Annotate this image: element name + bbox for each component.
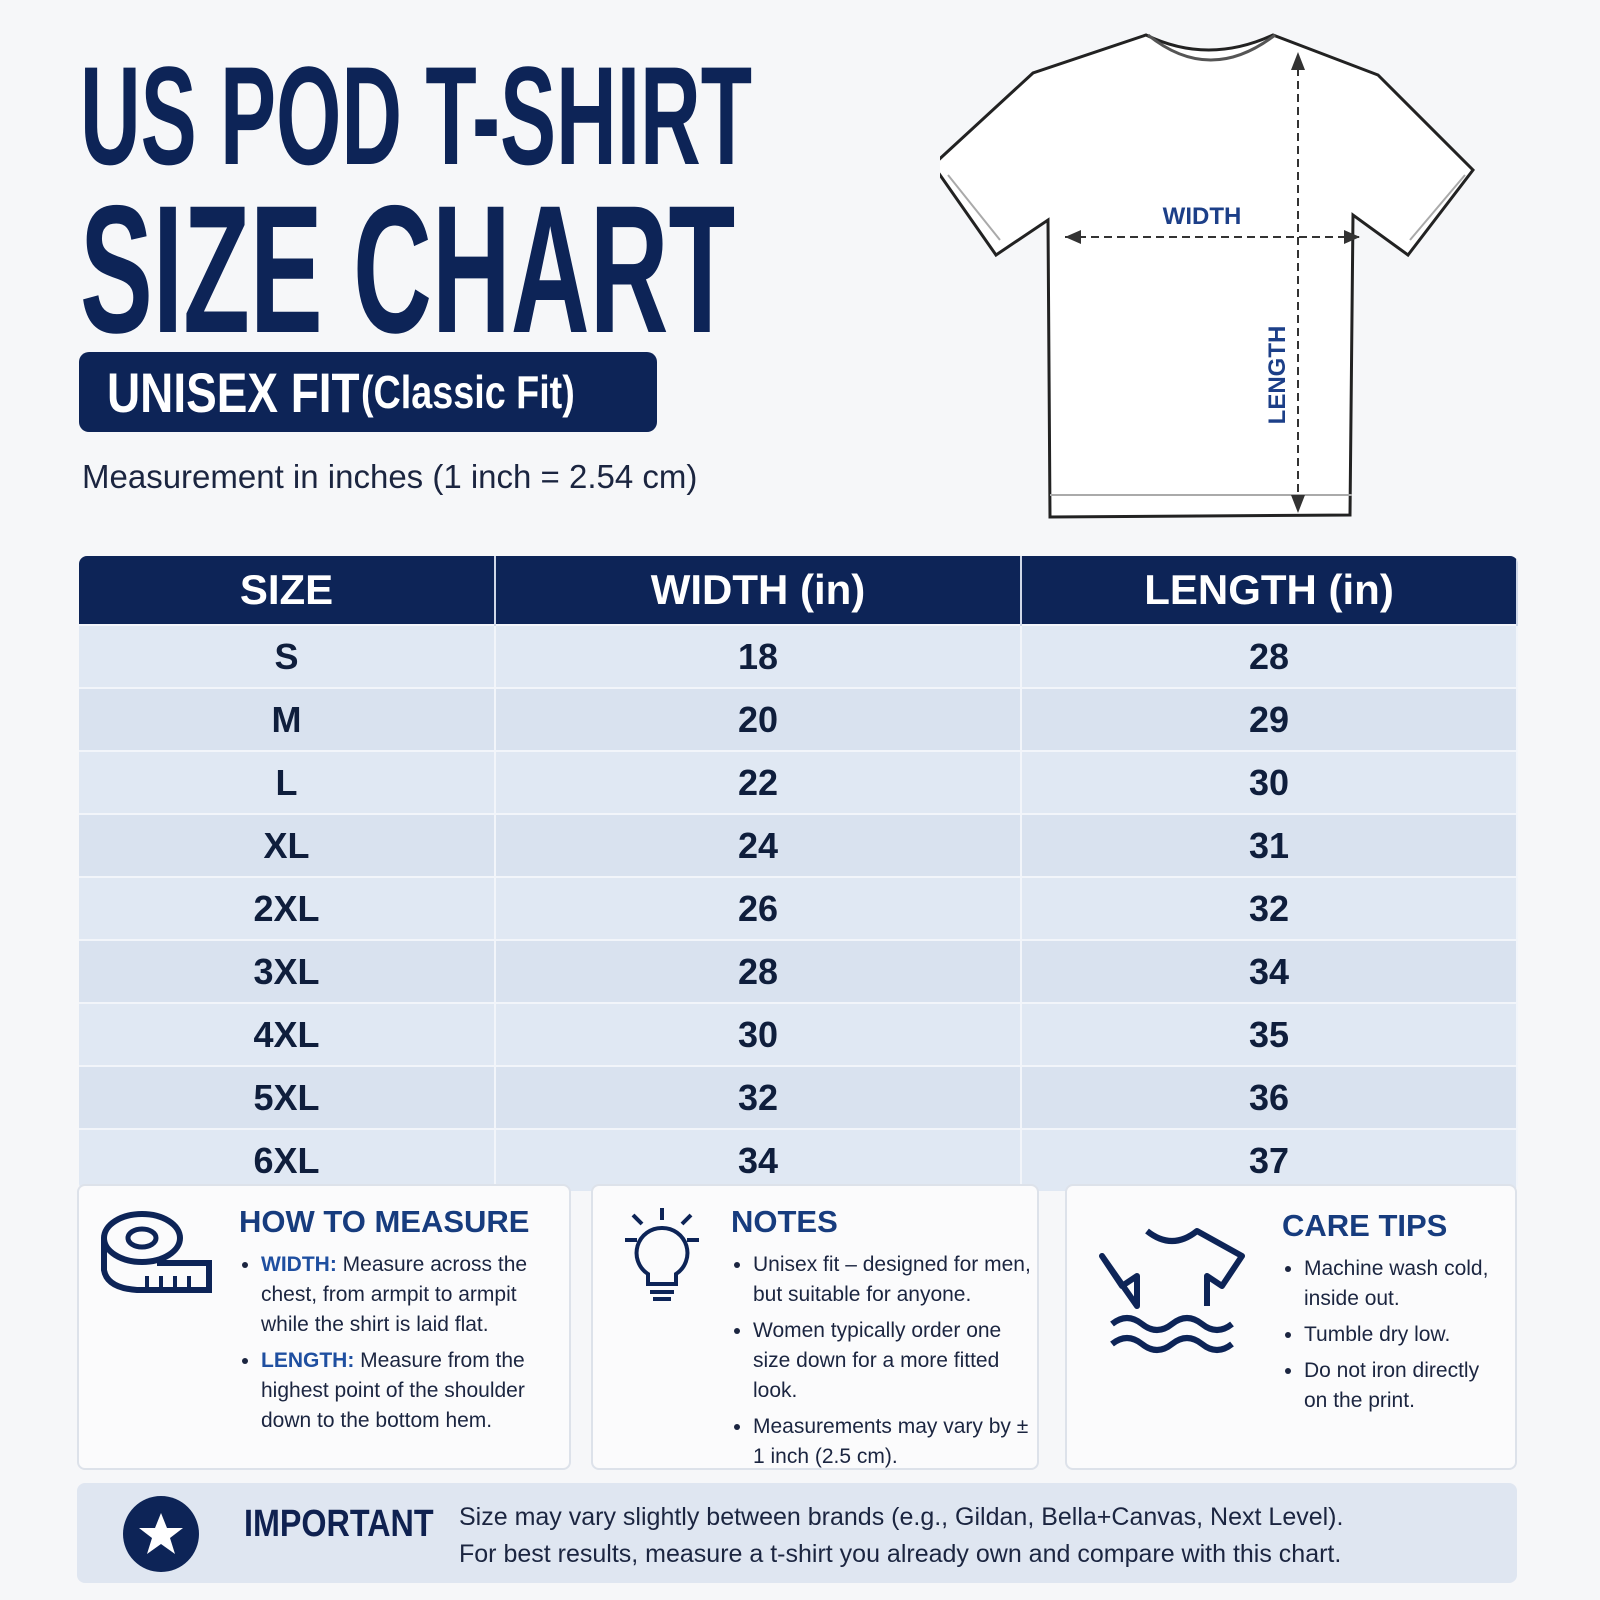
notes-list: Unisex fit – designed for men, but suita… (731, 1250, 1031, 1472)
length-label: LENGTH (1264, 326, 1291, 425)
table-cell: 28 (495, 939, 1022, 1003)
table-cell: 37 (1021, 1128, 1518, 1191)
bulb-icon (625, 1208, 699, 1301)
table-cell: S (79, 624, 496, 688)
table-cell: 18 (495, 624, 1022, 688)
table-cell: 28 (1021, 624, 1518, 688)
table-cell: 30 (495, 1002, 1022, 1066)
important-box: IMPORTANT Size may vary slightly between… (77, 1483, 1517, 1583)
how-to-measure-box: HOW TO MEASURE WIDTH: Measure across the … (77, 1184, 571, 1470)
important-line: For best results, measure a t-shirt you … (459, 1540, 1342, 1568)
table-cell: L (79, 750, 496, 814)
table-cell: 4XL (79, 1002, 496, 1066)
table-row: 4XL 30 35 (79, 1002, 1518, 1066)
table-row: 2XL 26 32 (79, 876, 1518, 940)
collar (1147, 33, 1276, 62)
table-row: M 20 29 (79, 687, 1518, 751)
table-cell: M (79, 687, 496, 751)
tape-icon (101, 1211, 212, 1293)
table-cell: 26 (495, 876, 1022, 940)
note-item: Unisex fit – designed for men, but suita… (753, 1250, 1031, 1310)
table-cell: XL (79, 813, 496, 877)
column-header: SIZE (79, 556, 496, 625)
table-cell: 6XL (79, 1128, 496, 1191)
table-cell: 34 (1021, 939, 1518, 1003)
table-body: S 18 28 M 20 29 L 22 30 XL 24 31 2XL 26 32 3XL 28 34 4XL 30… (79, 624, 1518, 1191)
table-cell: 2XL (79, 876, 496, 940)
table-cell: 22 (495, 750, 1022, 814)
note-item: Measurements may vary by ± 1 inch (2.5 c… (753, 1412, 1031, 1472)
measure-list: WIDTH: Measure across the chest, from ar… (239, 1250, 559, 1436)
measure-item: WIDTH: Measure across the chest, from ar… (261, 1250, 559, 1340)
table-cell: 36 (1021, 1065, 1518, 1129)
care-list: Machine wash cold, inside out. Tumble dry… (1282, 1254, 1507, 1416)
title-line1: US POD T-SHIRT (80, 37, 753, 194)
table-cell: 20 (495, 687, 1022, 751)
important-text: Size may vary slightly between brands (e… (459, 1499, 1343, 1573)
table-cell: 31 (1021, 813, 1518, 877)
table-cell: 5XL (79, 1065, 496, 1129)
care-item: Machine wash cold, inside out. (1304, 1254, 1507, 1314)
table-cell: 35 (1021, 1002, 1518, 1066)
width-label: WIDTH (1163, 203, 1242, 230)
section-title: CARE TIPS (1282, 1208, 1448, 1243)
table-row: 5XL 32 36 (79, 1065, 1518, 1129)
column-header: WIDTH (in) (495, 556, 1022, 625)
section-title: HOW TO MEASURE (239, 1204, 530, 1239)
table-row: XL 24 31 (79, 813, 1518, 877)
notes-box: NOTES Unisex fit – designed for men, but … (591, 1184, 1039, 1470)
star-icon (123, 1496, 199, 1572)
table-cell: 29 (1021, 687, 1518, 751)
care-item: Tumble dry low. (1304, 1320, 1507, 1350)
size-table: SIZE WIDTH (in) LENGTH (in) S 18 28 M 20 29 L 22 3… (79, 556, 1518, 1191)
table-cell: 34 (495, 1128, 1022, 1191)
note-item: Women typically order one size down for … (753, 1316, 1031, 1406)
title-line2: SIZE CHART (80, 167, 736, 371)
table-cell: 32 (495, 1065, 1022, 1129)
item-lead: WIDTH: (261, 1253, 337, 1276)
fit-note: (Classic Fit) (361, 366, 575, 418)
important-title: IMPORTANT (244, 1503, 434, 1545)
tshirt-diagram: WIDTH LENGTH (940, 33, 1475, 519)
table-row: 3XL 28 34 (79, 939, 1518, 1003)
care-item: Do not iron directly on the print. (1304, 1356, 1507, 1416)
wash-icon (1099, 1228, 1245, 1353)
table-row: S 18 28 (79, 624, 1518, 688)
measurement-note: Measurement in inches (1 inch = 2.54 cm) (82, 458, 698, 495)
section-title: NOTES (731, 1204, 838, 1239)
table-cell: 30 (1021, 750, 1518, 814)
item-lead: LENGTH: (261, 1349, 355, 1372)
measure-item: LENGTH: Measure from the highest point o… (261, 1346, 559, 1436)
header-row: SIZE WIDTH (in) LENGTH (in) (79, 556, 1518, 625)
table-cell: 32 (1021, 876, 1518, 940)
care-tips-box: CARE TIPS Machine wash cold, inside out. T… (1065, 1184, 1517, 1470)
important-line: Size may vary slightly between brands (e… (459, 1503, 1344, 1531)
item-text: Measure across the chest, from armpit to… (261, 1253, 528, 1336)
column-header: LENGTH (in) (1021, 556, 1518, 625)
table-cell: 3XL (79, 939, 496, 1003)
table-cell: 24 (495, 813, 1022, 877)
table-row: 6XL 34 37 (79, 1128, 1518, 1191)
item-text: Measure from the highest point of the sh… (261, 1349, 525, 1432)
tshirt-outline (940, 33, 1475, 519)
fit: UNISEX FIT (107, 360, 360, 424)
table-row: L 22 30 (79, 750, 1518, 814)
fit-badge: UNISEX FIT (Classic Fit) (79, 352, 657, 432)
